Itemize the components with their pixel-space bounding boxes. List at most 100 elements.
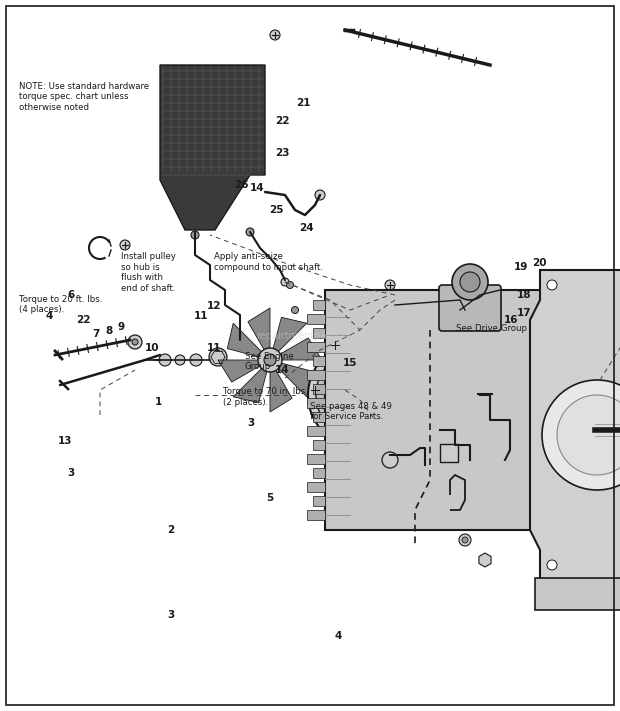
Text: 6: 6 — [68, 290, 75, 300]
Circle shape — [460, 272, 480, 292]
Text: NOTE: Use standard hardware
torque spec. chart unless
otherwise noted: NOTE: Use standard hardware torque spec.… — [19, 82, 149, 112]
Circle shape — [452, 264, 488, 300]
Bar — [307, 454, 325, 464]
Bar — [313, 440, 325, 450]
Circle shape — [128, 335, 142, 349]
Circle shape — [286, 282, 293, 289]
Polygon shape — [271, 317, 307, 356]
Circle shape — [281, 278, 289, 286]
Bar — [313, 496, 325, 506]
Text: Torque to 70 in. lbs.
(2 places).: Torque to 70 in. lbs. (2 places). — [223, 387, 308, 407]
Text: 19: 19 — [513, 262, 528, 272]
Circle shape — [291, 306, 298, 314]
Bar — [307, 314, 325, 324]
Bar — [535, 578, 620, 610]
Text: 5: 5 — [266, 493, 273, 503]
Text: 13: 13 — [58, 436, 73, 446]
Polygon shape — [273, 338, 322, 360]
Circle shape — [542, 380, 620, 490]
Bar — [313, 300, 325, 310]
Text: 16: 16 — [504, 315, 519, 325]
Text: 8: 8 — [105, 326, 112, 336]
Text: 17: 17 — [516, 308, 531, 318]
Bar — [307, 426, 325, 436]
Polygon shape — [218, 360, 267, 382]
Circle shape — [316, 351, 404, 439]
Bar — [307, 342, 325, 352]
Bar — [307, 482, 325, 492]
Text: 14: 14 — [275, 365, 290, 375]
Circle shape — [246, 228, 254, 236]
Bar — [440, 444, 458, 462]
Text: 10: 10 — [144, 343, 159, 353]
Circle shape — [310, 385, 320, 395]
Circle shape — [382, 452, 398, 468]
Text: 11: 11 — [206, 343, 221, 353]
Text: repairtmentparts.com: repairtmentparts.com — [257, 331, 363, 341]
Polygon shape — [530, 270, 620, 580]
Text: 11: 11 — [194, 311, 209, 321]
Circle shape — [547, 280, 557, 290]
Text: 3: 3 — [247, 418, 255, 428]
Circle shape — [330, 340, 340, 350]
Polygon shape — [233, 364, 269, 402]
Circle shape — [120, 240, 130, 250]
Text: 4: 4 — [46, 311, 53, 321]
Text: 3: 3 — [68, 468, 75, 478]
Text: See pages 48 & 49
for Service Parts.: See pages 48 & 49 for Service Parts. — [310, 402, 392, 421]
Circle shape — [462, 537, 468, 543]
Circle shape — [315, 190, 325, 200]
Text: 7: 7 — [92, 329, 100, 339]
Text: Install pulley
so hub is
flush with
end of shaft.: Install pulley so hub is flush with end … — [121, 252, 176, 293]
Polygon shape — [274, 361, 312, 397]
Circle shape — [270, 30, 280, 40]
Text: Apply anti-seize
compound to input shaft.: Apply anti-seize compound to input shaft… — [214, 252, 323, 272]
Polygon shape — [228, 324, 266, 359]
Text: 24: 24 — [299, 223, 314, 232]
Text: See Engine
Group: See Engine Group — [245, 352, 294, 371]
Polygon shape — [160, 65, 265, 230]
Bar — [307, 370, 325, 380]
Text: 20: 20 — [532, 258, 547, 268]
Bar — [313, 468, 325, 478]
Bar — [313, 412, 325, 422]
Text: 2: 2 — [167, 525, 174, 535]
Circle shape — [258, 348, 282, 372]
Circle shape — [190, 354, 202, 366]
Polygon shape — [270, 363, 292, 412]
Text: See Drive Group: See Drive Group — [456, 324, 527, 333]
Text: 18: 18 — [516, 290, 531, 300]
Bar — [313, 328, 325, 338]
Text: 1: 1 — [154, 397, 162, 407]
Circle shape — [209, 348, 227, 366]
Bar — [325, 290, 595, 530]
Text: 9: 9 — [117, 322, 125, 332]
Text: 3: 3 — [167, 610, 174, 620]
Bar — [313, 384, 325, 394]
Text: 15: 15 — [343, 358, 358, 368]
Text: 14: 14 — [250, 183, 265, 193]
Circle shape — [235, 335, 245, 345]
Circle shape — [175, 355, 185, 365]
Circle shape — [385, 280, 395, 290]
FancyBboxPatch shape — [439, 285, 501, 331]
Bar — [307, 398, 325, 408]
Text: 23: 23 — [275, 148, 290, 158]
Text: Torque to 20 ft. lbs.
(4 places).: Torque to 20 ft. lbs. (4 places). — [19, 295, 102, 314]
Circle shape — [350, 385, 370, 405]
Text: 26: 26 — [234, 180, 249, 190]
Text: 21: 21 — [296, 98, 311, 108]
Text: 4: 4 — [334, 631, 342, 641]
Circle shape — [132, 339, 138, 345]
Circle shape — [459, 534, 471, 546]
Text: 12: 12 — [206, 301, 221, 311]
Circle shape — [547, 560, 557, 570]
Circle shape — [191, 231, 199, 239]
Text: 22: 22 — [76, 315, 91, 325]
Circle shape — [159, 354, 171, 366]
Circle shape — [308, 343, 412, 447]
Bar — [307, 510, 325, 520]
Circle shape — [264, 354, 276, 366]
Polygon shape — [248, 308, 270, 356]
Text: 25: 25 — [268, 205, 283, 215]
